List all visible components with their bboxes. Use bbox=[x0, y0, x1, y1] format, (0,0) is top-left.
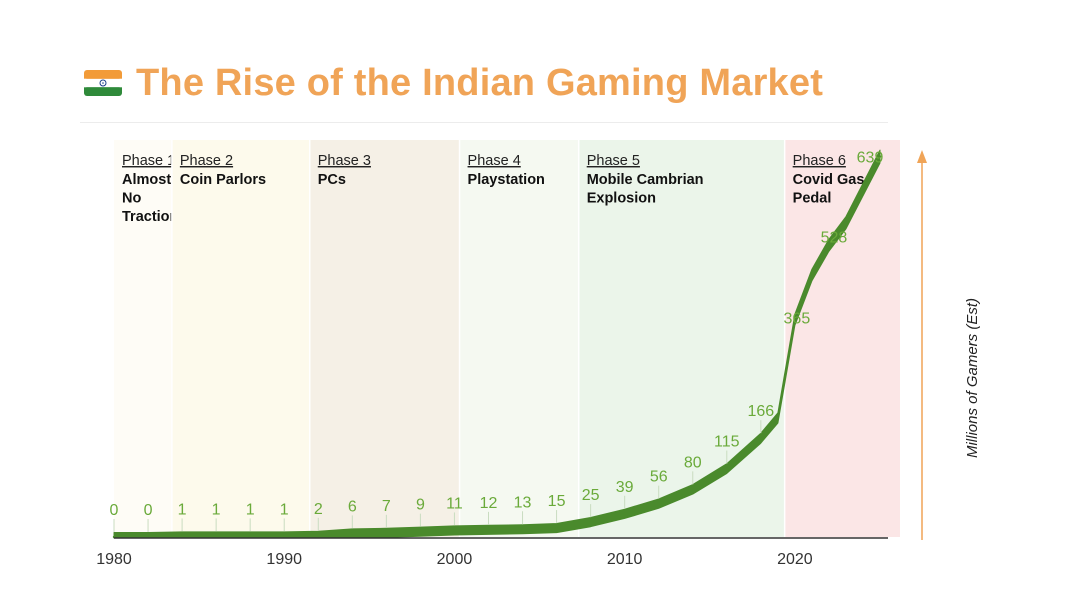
phase-name-2-line-1: Coin Parlors bbox=[180, 172, 266, 188]
data-labels: 0 0 1 1 1 1 2 6 7 9 11 12 13 15 25 39568011516636552863… bbox=[110, 150, 884, 532]
data-label-13: 15 bbox=[548, 493, 566, 510]
phase-name-1-line-3: Traction bbox=[122, 209, 178, 225]
phase-label-1: Phase 1 bbox=[122, 153, 175, 169]
data-label-12: 13 bbox=[514, 494, 532, 511]
series-point-19 bbox=[759, 436, 763, 440]
data-label-1: 0 bbox=[144, 502, 153, 519]
data-label-3: 1 bbox=[212, 501, 221, 518]
phase-name-5-line-2: Explosion bbox=[587, 191, 656, 207]
data-label-11: 12 bbox=[480, 495, 498, 512]
series-point-9 bbox=[419, 530, 422, 533]
data-label-9: 9 bbox=[416, 497, 425, 514]
title-row: The Rise of the Indian Gaming Market bbox=[84, 58, 823, 108]
phase-name-6-line-1: Covid Gas bbox=[793, 172, 865, 188]
phase-label-5: Phase 5 bbox=[587, 153, 640, 169]
x-tick-label-1: 1990 bbox=[266, 551, 302, 568]
data-label-22: 639 bbox=[857, 150, 884, 167]
series-point-3 bbox=[214, 535, 218, 538]
phase-name-6-line-2: Pedal bbox=[793, 191, 832, 207]
series-point-2 bbox=[180, 535, 184, 538]
x-tick-label-3: 2010 bbox=[607, 551, 643, 568]
x-tick-label-2: 2000 bbox=[437, 551, 473, 568]
data-label-2: 1 bbox=[178, 501, 187, 518]
data-label-19: 166 bbox=[747, 403, 774, 420]
series-point-22 bbox=[810, 273, 814, 277]
series-point-15 bbox=[623, 512, 626, 515]
chart-title: The Rise of the Indian Gaming Market bbox=[136, 61, 824, 104]
x-tick-label-4: 2020 bbox=[777, 551, 813, 568]
data-label-20: 365 bbox=[784, 311, 811, 328]
series-point-14 bbox=[589, 520, 592, 524]
y-axis-arrow-head bbox=[917, 150, 927, 163]
phase-name-5-line-1: Mobile Cambrian bbox=[587, 172, 704, 188]
data-label-17: 80 bbox=[684, 454, 702, 471]
x-axis: 1980 1990 2000 2010 2020 bbox=[96, 537, 888, 568]
series-point-10 bbox=[453, 529, 456, 532]
series-point-18 bbox=[725, 467, 728, 470]
series-point-4 bbox=[248, 535, 252, 538]
data-label-18: 115 bbox=[714, 434, 740, 451]
data-label-5: 1 bbox=[280, 501, 289, 518]
series-point-11 bbox=[487, 528, 490, 532]
series-point-20 bbox=[776, 416, 780, 420]
phase-band-2 bbox=[171, 140, 310, 537]
phase-band-6 bbox=[784, 140, 900, 537]
y-axis: Millions of Gamers (Est) bbox=[917, 150, 981, 540]
phase-label-3: Phase 3 bbox=[318, 153, 371, 169]
data-label-0: 0 bbox=[110, 502, 119, 519]
phase-band-5 bbox=[578, 140, 785, 537]
phase-name-1-line-2: No bbox=[122, 191, 141, 207]
data-label-14: 25 bbox=[582, 487, 600, 504]
phase-name-1-line-1: Almost bbox=[122, 172, 171, 188]
data-label-8: 7 bbox=[382, 498, 391, 515]
data-label-7: 6 bbox=[348, 498, 357, 515]
data-label-4: 1 bbox=[246, 501, 255, 518]
phase-band-4 bbox=[459, 140, 579, 537]
series-point-12 bbox=[521, 528, 524, 531]
india-flag-icon bbox=[84, 70, 122, 96]
series-point-17 bbox=[691, 488, 694, 491]
data-label-16: 56 bbox=[650, 469, 668, 486]
phase-band-3 bbox=[309, 140, 460, 537]
data-label-10: 11 bbox=[446, 495, 463, 512]
phase-name-4-line-1: Playstation bbox=[468, 172, 545, 188]
series-point-7 bbox=[351, 532, 354, 535]
phase-label-6: Phase 6 bbox=[793, 153, 846, 169]
series-point-6 bbox=[317, 534, 320, 538]
series-point-23 bbox=[827, 244, 831, 247]
series-point-25 bbox=[878, 155, 882, 158]
series-point-5 bbox=[283, 535, 286, 538]
series-point-8 bbox=[385, 531, 388, 535]
series-point-24 bbox=[844, 221, 848, 224]
data-label-6: 2 bbox=[314, 501, 323, 518]
phase-name-3-line-1: PCs bbox=[318, 172, 346, 188]
phase-label-4: Phase 4 bbox=[468, 153, 521, 169]
series-point-16 bbox=[657, 502, 660, 505]
phase-bands: Phase 1 Almost No Traction Phase 2 Coin Parlo… bbox=[114, 140, 900, 539]
phase-band-1 bbox=[114, 140, 172, 537]
x-tick-label-0: 1980 bbox=[96, 551, 132, 568]
series-point-21 bbox=[793, 318, 797, 321]
phase-label-2: Phase 2 bbox=[180, 153, 233, 169]
title-divider bbox=[80, 122, 888, 123]
data-label-15: 39 bbox=[616, 479, 634, 496]
data-label-21: 528 bbox=[821, 230, 848, 247]
series-point-13 bbox=[555, 526, 558, 530]
y-axis-label: Millions of Gamers (Est) bbox=[964, 298, 981, 458]
